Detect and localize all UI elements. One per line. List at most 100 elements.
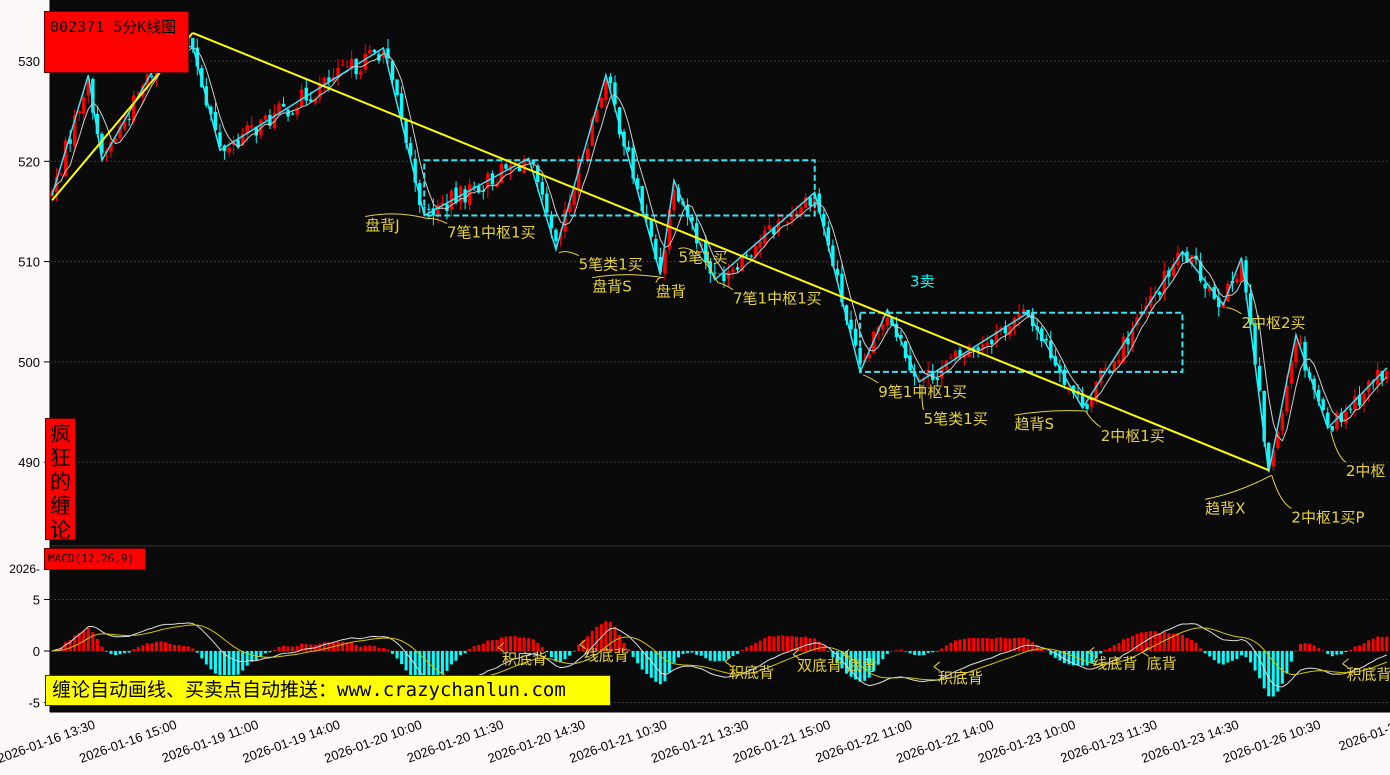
candle-body — [340, 64, 345, 66]
candle-body — [404, 120, 408, 143]
macd-bar — [1090, 651, 1094, 663]
annotation-arrow — [1205, 474, 1272, 500]
macd-bar — [1022, 637, 1026, 651]
candle-body — [1171, 264, 1176, 277]
annotation-label: 盘背J — [365, 217, 399, 235]
candle-body — [740, 254, 744, 272]
candle-body — [440, 202, 445, 205]
candle-body — [649, 220, 653, 237]
candle-body — [658, 257, 663, 272]
macd-bar — [858, 651, 862, 682]
macd-bar — [767, 636, 771, 651]
macd-bar — [1321, 650, 1325, 652]
candle-body — [722, 273, 726, 282]
macd-bar — [1330, 651, 1334, 657]
macd-bar — [835, 651, 839, 663]
candle-body — [1248, 293, 1253, 325]
macd-bar — [104, 651, 108, 652]
macd-bar — [1299, 644, 1302, 651]
candle-body — [976, 347, 980, 351]
chart-title: 002371 5分K线图 — [44, 11, 189, 73]
macd-bar — [86, 627, 90, 651]
macd-bar — [572, 651, 576, 652]
macd-bar — [277, 646, 281, 651]
candle-body — [304, 87, 308, 101]
candle-body — [250, 125, 254, 128]
candle-body — [1276, 431, 1280, 449]
candle-body — [754, 246, 758, 257]
macd-bar — [1158, 632, 1162, 651]
candle-body — [300, 89, 304, 107]
macd-bar — [499, 637, 503, 651]
candle-body — [826, 227, 831, 246]
macd-bar — [822, 645, 826, 651]
macd-bar — [1303, 643, 1307, 651]
macd-bar — [785, 636, 789, 651]
candle-body — [967, 346, 971, 357]
candle-body — [100, 133, 104, 153]
macd-bar — [440, 651, 444, 675]
candle-body — [599, 97, 604, 108]
macd-annotation-label: 线底背 — [584, 647, 629, 665]
candle-body — [935, 378, 939, 380]
macd-bar — [132, 649, 136, 651]
candle-body — [699, 242, 703, 247]
macd-bar — [1190, 640, 1194, 651]
macd-bar — [368, 645, 372, 651]
candle-body — [399, 93, 404, 118]
macd-bar — [713, 651, 717, 662]
candle-body — [1180, 252, 1185, 255]
macd-bar — [1067, 651, 1071, 665]
macd-bar — [717, 651, 721, 661]
candle-body — [1198, 261, 1203, 281]
macd-bar — [1294, 650, 1298, 652]
macd-bar — [926, 651, 930, 653]
macd-bar — [1003, 638, 1007, 651]
candle-body — [472, 186, 476, 188]
macd-histogram — [50, 621, 1389, 697]
candle-body — [445, 204, 449, 211]
candle-body — [436, 205, 440, 215]
candle-body — [985, 342, 989, 346]
candle-body — [1217, 297, 1221, 308]
macd-annotation-label: 积底背 — [1346, 666, 1390, 684]
candle-body — [118, 126, 122, 139]
candle-body — [1385, 370, 1389, 379]
candle-body — [881, 324, 885, 330]
macd-bar — [1271, 651, 1275, 697]
macd-bar — [1072, 651, 1075, 666]
macd-bar — [1044, 650, 1048, 652]
candle-body — [917, 378, 921, 380]
side-label-text: 疯狂的缠论 — [50, 422, 71, 542]
macd-bar — [173, 644, 177, 651]
macd-bar — [1221, 651, 1225, 665]
macd-bar — [790, 636, 794, 651]
candle-body — [890, 318, 894, 326]
macd-bar — [1035, 644, 1039, 651]
y-tick-label: 520 — [18, 154, 40, 169]
candle-body — [277, 103, 281, 116]
macd-bar — [708, 651, 712, 661]
macd-annotation-label: 线底背 — [1092, 654, 1137, 672]
candle-body — [517, 164, 522, 172]
candle-body — [1130, 328, 1135, 347]
macd-bar — [672, 651, 676, 663]
macd-bar — [908, 651, 912, 654]
macd-bar — [1144, 631, 1148, 651]
candle-body — [336, 68, 340, 77]
macd-bar — [913, 651, 917, 655]
macd-y-tick-label: -5 — [28, 696, 40, 711]
macd-bar — [931, 651, 935, 653]
macd-bar — [904, 651, 908, 652]
candle-body — [1049, 340, 1053, 359]
macd-bar — [154, 641, 158, 651]
macd-bar — [776, 635, 780, 651]
candle-body — [1099, 370, 1103, 384]
promo-banner[interactable]: 缠论自动画线、买卖点自动推送：www.crazychanlun.com — [45, 675, 611, 706]
candle-body — [794, 213, 799, 216]
macd-bar — [286, 646, 290, 651]
macd-bar — [136, 647, 140, 651]
macd-bar — [1230, 651, 1234, 661]
candle-body — [731, 268, 735, 273]
